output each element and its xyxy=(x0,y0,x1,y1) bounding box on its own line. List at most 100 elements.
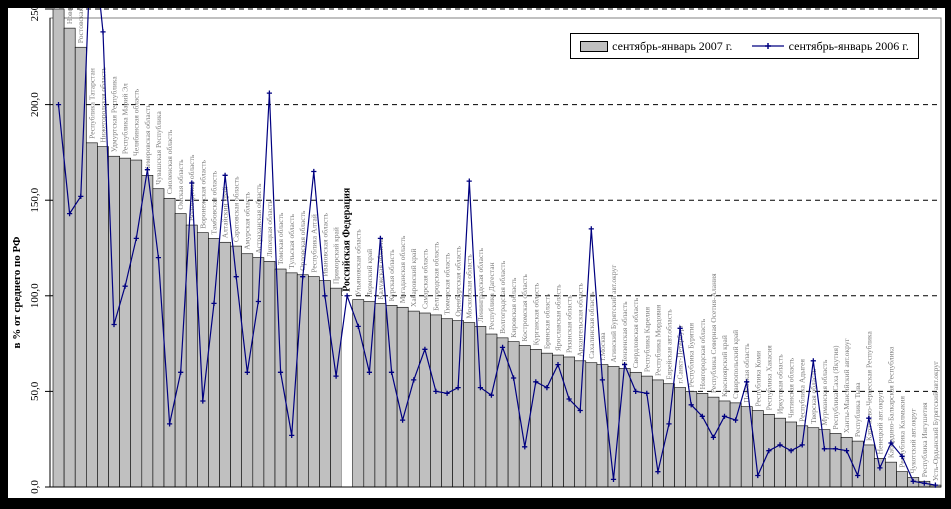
region-label: Пермский край xyxy=(365,249,374,298)
region-label: Орловская область xyxy=(298,210,307,271)
bar xyxy=(463,322,476,488)
y-tick-label: 0,0 xyxy=(29,480,41,494)
bar xyxy=(319,280,331,488)
region-label: Новосибирская область xyxy=(65,8,74,24)
bar xyxy=(374,303,387,488)
bar xyxy=(396,306,409,488)
bar xyxy=(230,245,243,488)
region-label: Ленинградская область xyxy=(476,247,485,322)
line-marker xyxy=(222,172,228,178)
region-label: Курганская область xyxy=(531,282,540,345)
line-marker xyxy=(311,168,317,175)
region-label: Тульская область xyxy=(287,213,296,268)
region-label: Республика Северная Осетия-Алания xyxy=(709,273,718,393)
bar xyxy=(885,461,897,488)
line-marker xyxy=(300,274,306,280)
region-label: Челябинская область xyxy=(132,88,141,156)
bar xyxy=(208,238,220,488)
region-label: Республика Дагестан xyxy=(487,262,496,330)
bar xyxy=(785,421,797,488)
line-marker xyxy=(677,325,683,331)
line-marker xyxy=(577,407,583,414)
line-marker xyxy=(888,440,894,446)
region-label: Республика Тыва xyxy=(853,382,862,437)
line-marker xyxy=(244,369,250,375)
region-label: Ярославская область xyxy=(554,284,563,351)
region-label: Тверская область xyxy=(809,368,818,423)
bar xyxy=(807,427,820,488)
line-marker xyxy=(488,392,494,398)
bar-swatch-icon xyxy=(580,40,609,52)
line-marker xyxy=(910,478,916,484)
bar xyxy=(529,349,542,488)
y-tick-label: 200,0 xyxy=(29,92,41,117)
bar xyxy=(296,274,309,488)
bar xyxy=(896,471,908,488)
line-marker xyxy=(721,413,728,419)
region-label: Свердловская область xyxy=(631,297,640,368)
region-label: Астраханская область xyxy=(254,183,263,254)
region-label: Республика Марий Эл xyxy=(121,83,130,154)
bar xyxy=(474,326,487,488)
bar xyxy=(130,159,143,488)
line-marker xyxy=(599,377,605,383)
bar xyxy=(796,425,809,488)
y-axis-title: в % от среднего по РФ xyxy=(11,236,23,349)
region-label: Псковская область xyxy=(742,343,751,403)
region-label: Чукотский авт.округ xyxy=(909,409,918,474)
line-marker xyxy=(433,388,439,394)
line-marker xyxy=(400,417,406,423)
region-label: Волгоградская область xyxy=(498,260,507,334)
region-label: Белгородская область xyxy=(431,241,440,311)
region-label: Алтайский край xyxy=(221,187,230,238)
region-label: Воронежская область xyxy=(198,159,207,228)
line-marker xyxy=(377,235,383,241)
line-marker xyxy=(533,379,539,385)
line-marker xyxy=(932,482,938,488)
line-marker xyxy=(477,385,483,391)
bar xyxy=(518,345,531,488)
line-marker xyxy=(588,226,594,232)
line-marker xyxy=(499,344,506,350)
region-label: Амурская область xyxy=(243,192,252,250)
line-marker xyxy=(155,255,161,261)
region-label: Самарская область xyxy=(420,248,429,309)
bar xyxy=(674,387,686,488)
line-marker xyxy=(189,180,195,186)
legend-label-2006: сентябрь-январь 2006 г. xyxy=(788,38,909,53)
bar xyxy=(563,356,575,488)
region-label: Хабаровский край xyxy=(409,249,418,308)
chart-panel: 0,0 50,0 100,0 150,0 200,0 250,0 в % от средне… xyxy=(8,8,945,498)
bar xyxy=(851,440,864,488)
region-label: Республика Татарстан xyxy=(87,68,96,139)
bar xyxy=(307,276,320,488)
bar xyxy=(430,314,442,488)
line-marker xyxy=(633,388,639,394)
line-marker xyxy=(78,193,84,199)
bar xyxy=(174,213,187,488)
line-marker xyxy=(921,480,927,486)
bar xyxy=(696,393,709,488)
chart-root: 0,0 50,0 100,0 150,0 200,0 250,0 в % от средне… xyxy=(11,8,942,494)
line-marker xyxy=(411,377,417,383)
line-marker xyxy=(733,417,739,423)
region-label: Тюменская область xyxy=(443,252,452,314)
region-label: Еврейская авт.область xyxy=(665,309,674,380)
region-label: Омская область xyxy=(176,159,185,210)
line-marker xyxy=(832,446,839,452)
line-marker xyxy=(810,358,816,364)
bar xyxy=(707,396,720,488)
line-marker xyxy=(777,442,783,448)
region-label: Мурманская область xyxy=(820,359,829,425)
bar xyxy=(485,333,498,488)
region-label: Читинская область xyxy=(787,357,796,418)
region-label: г.Санкт-Петербург xyxy=(676,325,685,384)
bar xyxy=(274,268,287,488)
region-label: Республика Коми xyxy=(753,351,762,407)
region-label: Ивановская область xyxy=(320,212,329,276)
bar xyxy=(818,429,831,488)
region-label: Агинский Бурятский авт.округ xyxy=(609,265,618,363)
bar xyxy=(341,295,353,487)
bar xyxy=(862,444,875,488)
region-label: Карачаево-Черкесская Республика xyxy=(864,330,873,440)
